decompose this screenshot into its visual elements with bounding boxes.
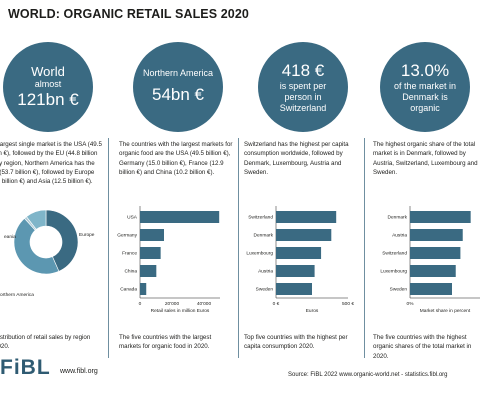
circle-pc-line2: is spent per person in Switzerland: [279, 81, 327, 113]
bar-switzerland: [410, 247, 461, 259]
category-label: Germany: [117, 233, 137, 239]
note-market-share: The five countries with the highest orga…: [373, 334, 472, 360]
northern-america-circle: Northern America 54bn €: [133, 42, 223, 132]
note-world: Distribution of retail sales by region 2…: [0, 334, 91, 351]
x-tick-label: 0 €: [273, 301, 280, 307]
fibl-url-link[interactable]: www.fibl.org: [60, 368, 98, 375]
page-title: WORLD: ORGANIC RETAIL SALES 2020: [8, 7, 249, 21]
category-label: Switzerland: [248, 215, 273, 221]
x-tick-label: 0%: [407, 301, 415, 307]
market-share-circle: 13.0% of the market in Denmark is organi…: [380, 42, 470, 132]
circle-world-line1: World: [31, 63, 65, 79]
donut-slice-asia: [26, 209, 47, 230]
region-donut-chart: Europe eania orthern America: [0, 209, 95, 298]
bar-denmark: [276, 229, 332, 241]
column-divider: [364, 138, 365, 358]
bar-switzerland: [276, 211, 337, 223]
note-northern-america: The five countries with the largest mark…: [119, 334, 212, 351]
circle-pc-line1: 418 €: [281, 60, 325, 80]
x-tick-label: 0: [139, 301, 142, 307]
bar-france: [140, 247, 161, 259]
donut-slice-europe: [45, 209, 79, 272]
circle-na-line1: Northern America: [142, 68, 214, 79]
bar-canada: [140, 283, 147, 295]
column-divider: [108, 138, 109, 358]
category-label: Canada: [120, 287, 137, 293]
bar-china: [140, 265, 157, 277]
circle-ms-line1: 13.0%: [400, 60, 450, 80]
category-label: Luxembourg: [246, 251, 273, 257]
category-label: Denmark: [388, 215, 408, 221]
category-label: Austria: [258, 269, 273, 275]
bar-usa: [140, 211, 220, 223]
donut-label-northern-america: orthern America: [0, 292, 34, 298]
circle-na-line2: 54bn €: [152, 85, 204, 105]
bar-sweden: [410, 283, 452, 295]
circle-world-line2: almost: [34, 79, 62, 90]
donut-label-europe: Europe: [79, 232, 95, 238]
source-note: Source: FiBL 2022 www.organic-world.net …: [288, 372, 448, 378]
x-axis-title: Euros: [306, 308, 319, 314]
donut-label-oceania: eania: [4, 234, 16, 240]
category-label: Luxembourg: [380, 269, 407, 275]
bar-austria: [410, 229, 463, 241]
description-northern-america: The countries with the largest markets f…: [119, 141, 233, 176]
category-label: Denmark: [254, 233, 274, 239]
x-axis-title: Retail sales in million Euros: [151, 308, 210, 314]
bar-sweden: [276, 283, 312, 295]
description-per-capita: Switzerland has the highest per capita c…: [244, 141, 349, 176]
bar-germany: [140, 229, 164, 241]
column-divider: [238, 138, 239, 358]
bar-denmark: [410, 211, 471, 223]
category-label: Sweden: [390, 287, 408, 293]
description-market-share: The highest organic share of the total m…: [373, 141, 478, 176]
bar-luxembourg: [276, 247, 322, 259]
note-per-capita: Top five countries with the highest per …: [244, 334, 348, 351]
world-sales-circle: World almost 121bn €: [3, 42, 93, 132]
bar-luxembourg: [410, 265, 456, 277]
category-label: USA: [127, 215, 138, 221]
category-label: Sweden: [256, 287, 274, 293]
x-axis-title: Market share in percent: [420, 308, 471, 314]
category-label: France: [122, 251, 137, 257]
circle-ms-line2: of the market in Denmark is organic: [393, 81, 457, 113]
x-tick-label: 20'000: [165, 301, 180, 307]
per-capita-circle: 418 € is spent per person in Switzerland: [258, 42, 348, 132]
category-label: China: [124, 269, 137, 275]
per-capita-bar-chart: Switzerland Denmark Luxembourg Austria Swede…: [246, 206, 354, 314]
donut-slice-northern-america: [13, 217, 60, 275]
fibl-logo: FiBL: [0, 356, 51, 379]
category-label: Switzerland: [382, 251, 407, 257]
category-label: Austria: [392, 233, 407, 239]
x-tick-label: 500 €: [342, 301, 354, 307]
market-share-bar-chart: Denmark Austria Switzerland Luxembourg Swede…: [380, 206, 480, 314]
circle-world-line3: 121bn €: [17, 90, 79, 109]
x-tick-label: 40'000: [197, 301, 212, 307]
largest-markets-bar-chart: USA Germany France China Canada 0 20'000 40'000…: [117, 206, 220, 314]
bar-austria: [276, 265, 315, 277]
description-world: The largest single market is the USA (49…: [0, 141, 102, 186]
